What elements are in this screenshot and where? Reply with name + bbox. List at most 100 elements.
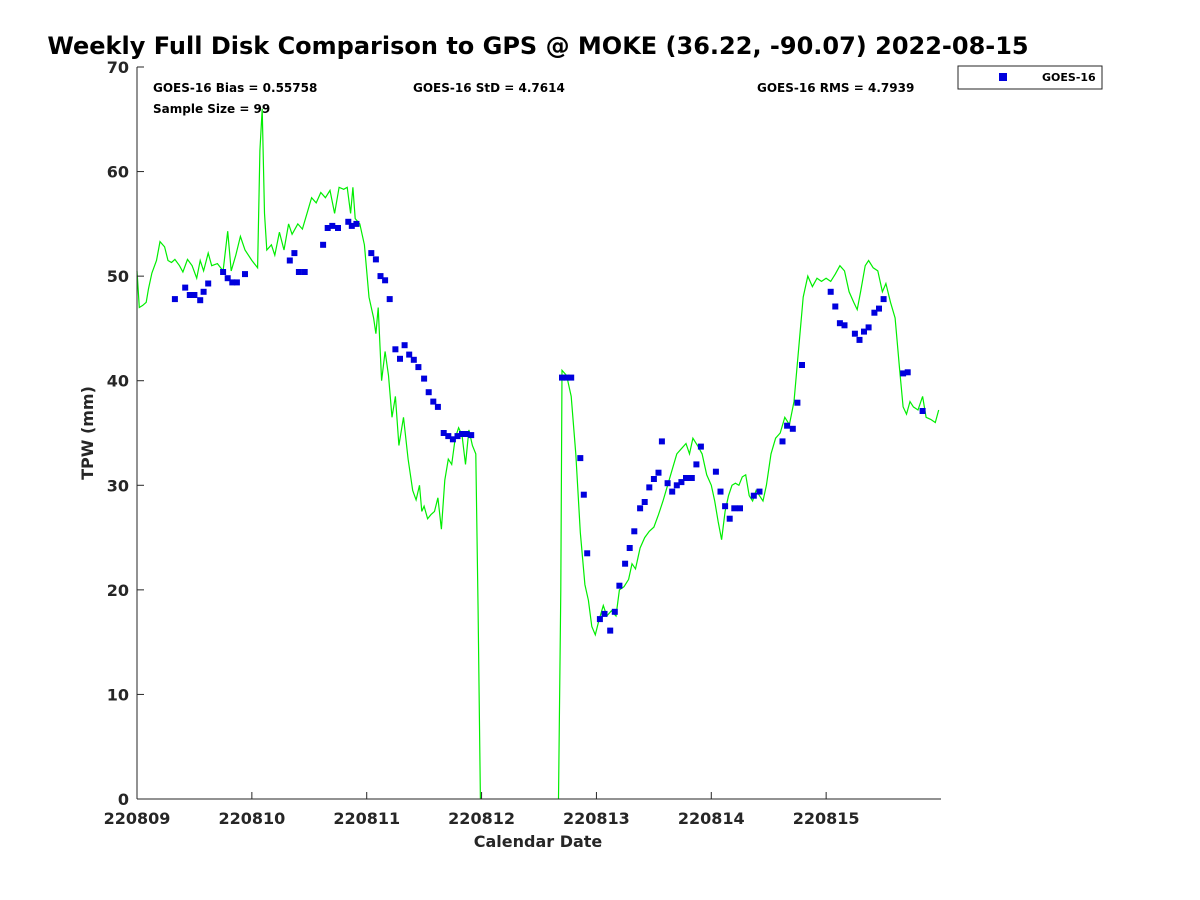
data-point	[836, 320, 843, 327]
y-tick-label: 20	[107, 581, 129, 600]
line-segment	[557, 259, 940, 800]
data-point	[631, 528, 638, 535]
data-point	[688, 475, 695, 481]
data-point	[421, 375, 428, 382]
data-point	[731, 505, 738, 512]
data-point	[329, 222, 336, 229]
data-point	[789, 425, 796, 432]
x-ticks: 220809 220810 220811 220812 220813 220814 2208…	[104, 792, 860, 828]
data-point	[784, 422, 791, 429]
data-point	[386, 296, 393, 303]
rms-stat: GOES-16 RMS = 4.7939	[757, 81, 914, 95]
data-point	[229, 279, 236, 286]
data-point	[577, 455, 584, 462]
data-point	[563, 374, 570, 381]
data-point	[827, 288, 834, 295]
bias-stat: GOES-16 Bias = 0.55758	[153, 81, 317, 95]
data-point	[401, 342, 408, 349]
legend: GOES-16	[957, 65, 1103, 90]
x-axis-label: Calendar Date	[474, 832, 603, 851]
data-point	[415, 364, 422, 371]
data-point	[655, 469, 662, 476]
data-point	[368, 250, 375, 257]
data-point	[832, 303, 839, 310]
data-point	[669, 488, 676, 495]
data-point	[320, 241, 327, 248]
data-point	[434, 403, 441, 410]
data-point	[186, 292, 193, 298]
x-tick-label: 220809	[104, 809, 171, 828]
data-point	[182, 284, 189, 291]
data-point	[622, 560, 629, 567]
marker-series	[171, 218, 926, 634]
data-point	[205, 280, 212, 287]
data-point	[584, 550, 591, 557]
data-point	[601, 610, 608, 617]
data-point	[406, 351, 413, 358]
data-point	[880, 296, 887, 303]
y-tick-label: 60	[107, 163, 129, 182]
data-point	[876, 305, 882, 312]
data-point	[397, 355, 403, 362]
x-tick-label: 220813	[563, 809, 630, 828]
data-point	[171, 296, 178, 303]
data-point	[607, 627, 614, 634]
std-stat: GOES-16 StD = 4.7614	[413, 81, 565, 95]
x-tick-label: 220810	[218, 809, 285, 828]
data-point	[856, 336, 863, 343]
line-series	[136, 108, 940, 800]
data-point	[851, 330, 858, 337]
data-point	[641, 499, 648, 505]
data-point	[664, 480, 671, 487]
data-point	[799, 362, 805, 368]
y-tick-label: 0	[118, 790, 129, 809]
y-tick-label: 70	[107, 58, 129, 77]
data-point	[861, 328, 867, 335]
data-point	[919, 408, 926, 414]
line-segment	[136, 108, 481, 800]
y-tick-label: 30	[107, 476, 129, 495]
x-tick-label: 220812	[448, 809, 515, 828]
y-tick-label: 10	[107, 685, 129, 704]
data-point	[611, 608, 618, 615]
x-tick-label: 220815	[793, 809, 860, 828]
data-point	[224, 275, 231, 282]
data-point	[291, 250, 298, 257]
plot-area	[137, 67, 941, 799]
x-tick-label: 220814	[678, 809, 745, 828]
data-point	[871, 309, 878, 316]
data-point	[345, 218, 352, 225]
data-point	[286, 257, 293, 264]
data-point	[459, 431, 465, 437]
data-point	[463, 431, 470, 437]
data-point	[425, 389, 432, 396]
legend-label: GOES-16	[1042, 71, 1096, 84]
data-point	[191, 292, 198, 298]
chart-title: Weekly Full Disk Comparison to GPS @ MOK…	[47, 32, 1028, 60]
data-point	[683, 475, 689, 481]
data-point	[200, 288, 207, 295]
data-point	[712, 468, 719, 475]
data-point	[580, 491, 587, 498]
legend-box	[957, 65, 1103, 90]
data-point	[626, 545, 633, 551]
data-point	[295, 269, 302, 275]
data-point	[568, 374, 575, 381]
data-point	[650, 476, 657, 482]
data-point	[616, 582, 623, 589]
data-point	[865, 324, 872, 331]
data-point	[678, 479, 685, 486]
sample-size-stat: Sample Size = 99	[153, 102, 270, 116]
data-point	[301, 269, 308, 275]
data-point	[324, 225, 331, 231]
data-point	[377, 273, 384, 280]
y-tick-label: 50	[107, 267, 129, 286]
data-point	[449, 436, 456, 443]
data-point	[348, 222, 355, 229]
data-point	[372, 256, 379, 263]
data-point	[220, 269, 227, 275]
data-point	[794, 399, 801, 406]
y-ticks: 0 10 20 30 40 50 60 70	[107, 58, 144, 809]
data-point	[468, 432, 475, 439]
